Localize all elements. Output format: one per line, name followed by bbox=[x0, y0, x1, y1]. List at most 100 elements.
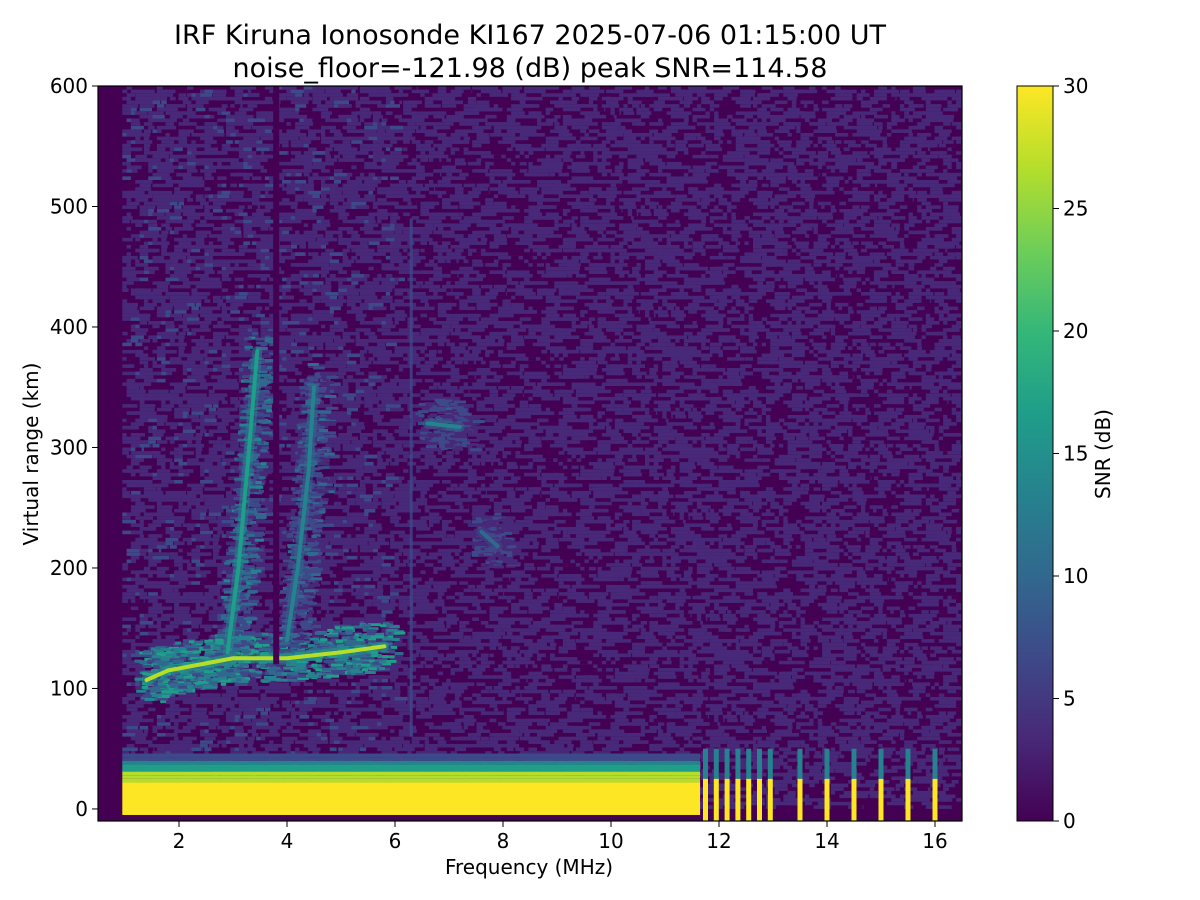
noise-cell bbox=[774, 729, 792, 733]
noise-cell bbox=[835, 675, 844, 679]
noise-cell bbox=[636, 718, 646, 723]
noise-cell bbox=[705, 635, 719, 639]
noise-cell bbox=[541, 682, 553, 686]
noise-cell bbox=[282, 696, 288, 701]
noise-cell bbox=[701, 617, 706, 621]
noise-cell bbox=[878, 675, 885, 679]
noise-cell bbox=[269, 725, 278, 730]
noise-cell bbox=[908, 696, 917, 701]
noise-cell bbox=[692, 704, 701, 708]
noise-cell bbox=[912, 696, 921, 701]
noise-cell bbox=[191, 704, 197, 708]
noise-cell bbox=[912, 693, 920, 697]
noise-cell bbox=[899, 696, 907, 701]
noise-cell bbox=[502, 613, 521, 618]
noise-cell bbox=[904, 718, 919, 723]
noise-cell bbox=[169, 621, 176, 625]
noise-cell bbox=[195, 743, 204, 748]
noise-cell bbox=[951, 722, 957, 726]
noise-cell bbox=[502, 660, 516, 665]
noise-cell bbox=[640, 617, 652, 621]
noise-cell bbox=[627, 693, 644, 697]
noise-cell bbox=[545, 733, 554, 737]
noise-cell bbox=[791, 704, 802, 708]
noise-cell bbox=[161, 621, 178, 625]
noise-cell bbox=[865, 722, 872, 726]
noise-cell bbox=[662, 660, 672, 665]
noise-cell bbox=[727, 718, 738, 723]
noise-cell bbox=[895, 664, 903, 668]
noise-cell bbox=[381, 657, 388, 661]
noise-cell bbox=[649, 715, 657, 719]
chart-title: IRF Kiruna Ionosonde KI167 2025-07-06 01… bbox=[174, 20, 887, 51]
noise-cell bbox=[753, 635, 765, 639]
noise-cell bbox=[813, 790, 819, 795]
noise-cell bbox=[329, 715, 345, 719]
noise-cell bbox=[666, 686, 679, 690]
noise-cell bbox=[848, 610, 854, 614]
noise-cell bbox=[614, 657, 620, 661]
noise-cell bbox=[921, 613, 929, 618]
noise-cell bbox=[649, 628, 664, 632]
noise-cell bbox=[256, 747, 264, 752]
noise-cell bbox=[567, 668, 575, 672]
noise-cell bbox=[956, 801, 962, 806]
noise-cell bbox=[364, 613, 371, 618]
noise-cell bbox=[558, 743, 565, 748]
noise-cell bbox=[407, 693, 422, 697]
noise-cell bbox=[938, 762, 944, 766]
noise-cell bbox=[865, 707, 878, 712]
noise-cell bbox=[178, 736, 187, 741]
noise-cell bbox=[658, 653, 664, 658]
noise-cell bbox=[381, 715, 389, 719]
noise-cell bbox=[511, 617, 518, 621]
noise-cell bbox=[459, 646, 471, 650]
noise-cell bbox=[152, 639, 157, 643]
noise-cell bbox=[753, 617, 760, 621]
noise-cell bbox=[904, 657, 915, 661]
noise-cell bbox=[476, 740, 483, 744]
noise-cell bbox=[511, 668, 518, 672]
noise-cell bbox=[740, 693, 747, 697]
noise-cell bbox=[446, 613, 453, 618]
noise-cell bbox=[463, 704, 473, 708]
noise-cell bbox=[865, 751, 872, 755]
noise-cell bbox=[515, 722, 533, 726]
noise-cell bbox=[640, 642, 654, 647]
noise-cell bbox=[377, 711, 384, 715]
noise-cell bbox=[593, 624, 599, 629]
noise-cell bbox=[571, 711, 587, 715]
noise-cell bbox=[666, 700, 677, 705]
noise-cell bbox=[584, 700, 595, 705]
noise-cell bbox=[489, 718, 497, 723]
noise-cell bbox=[778, 805, 792, 809]
noise-cell bbox=[359, 722, 377, 726]
noise-cell bbox=[645, 678, 656, 683]
noise-cell bbox=[437, 621, 443, 625]
noise-cell bbox=[951, 772, 962, 777]
noise-cell bbox=[938, 613, 949, 618]
noise-cell bbox=[951, 780, 959, 784]
noise-cell bbox=[489, 631, 498, 636]
noise-cell bbox=[467, 649, 479, 654]
noise-cell bbox=[450, 700, 462, 705]
noise-cell bbox=[584, 689, 593, 694]
noise-cell bbox=[804, 787, 813, 791]
noise-cell bbox=[701, 715, 708, 719]
noise-cell bbox=[506, 733, 516, 737]
noise-cell bbox=[886, 649, 897, 654]
noise-cell bbox=[567, 700, 580, 705]
noise-cell bbox=[519, 660, 535, 665]
noise-cell bbox=[930, 693, 942, 697]
noise-cell bbox=[826, 628, 843, 632]
noise-cell bbox=[429, 657, 437, 661]
noise-cell bbox=[727, 675, 735, 679]
noise-cell bbox=[528, 704, 542, 708]
noise-cell bbox=[308, 740, 320, 744]
noise-cell bbox=[394, 657, 402, 661]
noise-cell bbox=[809, 696, 823, 701]
noise-cell bbox=[722, 660, 728, 665]
noise-cell bbox=[316, 740, 329, 744]
noise-cell bbox=[247, 743, 253, 748]
noise-cell bbox=[342, 747, 360, 752]
